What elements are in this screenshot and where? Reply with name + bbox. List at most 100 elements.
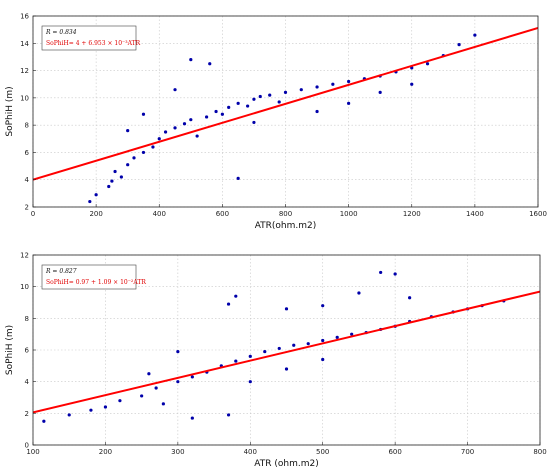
scatter-point	[161, 402, 165, 406]
x-tick-label: 800	[533, 448, 546, 456]
scatter-point	[227, 105, 231, 110]
scatter-point	[173, 126, 177, 130]
x-tick-label: 200	[89, 210, 102, 218]
y-tick-label: 10	[20, 283, 29, 291]
legend-box	[41, 264, 137, 290]
scatter-point	[236, 101, 240, 105]
scatter-point	[321, 357, 325, 362]
x-tick-label: 100	[26, 448, 39, 456]
x-tick-label: 200	[99, 448, 112, 456]
scatter-point	[315, 85, 319, 89]
x-tick-label: 400	[153, 210, 166, 218]
x-axis-label: ATR(ohm.m2)	[255, 221, 317, 231]
scatter-point	[378, 90, 382, 94]
y-tick-label: 6	[25, 347, 30, 355]
scatter-point	[103, 405, 108, 409]
x-tick-label: 600	[388, 448, 401, 456]
scatter-point	[248, 354, 252, 358]
scatter-point	[347, 79, 351, 84]
scatter-point	[214, 109, 218, 114]
scatter-point	[425, 62, 430, 66]
scatter-point	[126, 129, 130, 133]
scatter-point	[151, 145, 155, 149]
scatter-point	[236, 176, 240, 180]
scatter-point	[89, 408, 93, 412]
scatter-point	[189, 118, 193, 122]
scatter-point	[393, 272, 397, 276]
y-tick-label: 12	[20, 67, 29, 75]
scatter-point	[246, 104, 250, 108]
legend-r-value: R = 0.827	[45, 268, 77, 275]
legend-r-value: R = 0.834	[45, 29, 77, 36]
scatter-point	[190, 375, 194, 379]
scatter-point	[306, 342, 310, 346]
scatter-point	[140, 394, 144, 398]
scatter-point	[94, 193, 98, 197]
x-axis-label: ATR (ohm.m2)	[254, 459, 318, 468]
x-tick-label: 600	[216, 210, 229, 218]
scatter-point	[173, 88, 177, 92]
scatter-point	[335, 335, 339, 339]
scatter-point	[292, 343, 296, 347]
scatter-point	[277, 346, 281, 351]
legend-box	[41, 25, 137, 51]
scatter-point	[379, 270, 383, 275]
y-tick-label: 6	[25, 149, 30, 157]
regression-line	[33, 26, 538, 181]
scatter-point	[88, 199, 92, 204]
y-axis-label: SoPhiH (m)	[5, 325, 15, 375]
scatter-point	[141, 150, 146, 155]
y-tick-label: 16	[20, 13, 29, 21]
scatter-point	[132, 156, 136, 160]
regression-line	[33, 290, 540, 414]
scatter-point	[284, 307, 289, 311]
scatter-point	[277, 100, 281, 104]
scatter-point	[248, 380, 252, 384]
scatter-point	[189, 58, 193, 62]
scatter-point	[283, 90, 288, 94]
y-tick-label: 2	[25, 410, 29, 418]
scatter-point	[220, 112, 224, 116]
scatter-point	[321, 338, 325, 343]
scatter-point	[268, 93, 272, 97]
scatter-point	[195, 134, 199, 138]
scatter-point	[473, 33, 477, 37]
scatter-point	[118, 399, 122, 403]
scatter-point	[315, 109, 319, 114]
scatter-point	[176, 349, 180, 354]
scatter-point	[190, 416, 194, 420]
scatter-point	[42, 419, 46, 423]
x-tick-label: 700	[461, 448, 474, 456]
scatter-point	[234, 294, 238, 298]
x-tick-label: 1600	[529, 210, 547, 218]
legend-equation: SoPhiH= 4 + 6.953 × 10⁻³ATR	[46, 40, 141, 47]
scatter-point	[126, 163, 130, 167]
scatter-point	[110, 179, 114, 183]
scatter-point	[154, 386, 158, 390]
scatter-point	[226, 413, 231, 417]
scatter-point	[347, 101, 351, 105]
y-tick-label: 12	[20, 252, 29, 260]
scatter-point	[226, 302, 231, 306]
legend: R = 0.827 SoPhiH= 0.97 + 1.09 × 10⁻²ATR	[41, 264, 146, 290]
scatter-points	[42, 270, 506, 423]
scatter-point	[410, 82, 414, 86]
y-tick-label: 4	[25, 378, 30, 386]
y-tick-label: 2	[25, 204, 29, 212]
scatter-point	[357, 291, 361, 295]
scatter-point	[263, 349, 267, 354]
x-tick-label: 500	[316, 448, 329, 456]
scatter-point	[119, 175, 123, 179]
scatter-point	[252, 120, 256, 125]
scatter-point	[67, 413, 71, 417]
scatter-point	[208, 62, 212, 66]
scatter-point	[147, 372, 151, 376]
scatter-point	[176, 380, 180, 384]
y-tick-label: 8	[25, 122, 29, 130]
y-tick-label: 4	[25, 176, 30, 184]
scatter-point	[204, 115, 209, 119]
scatter-point	[234, 359, 238, 363]
scatter-point	[107, 184, 111, 189]
chart-panel-top: 0 200 400 600 800 1000 1200 1400 1600 2 4 6 8 10 12 14 1…	[5, 13, 547, 232]
